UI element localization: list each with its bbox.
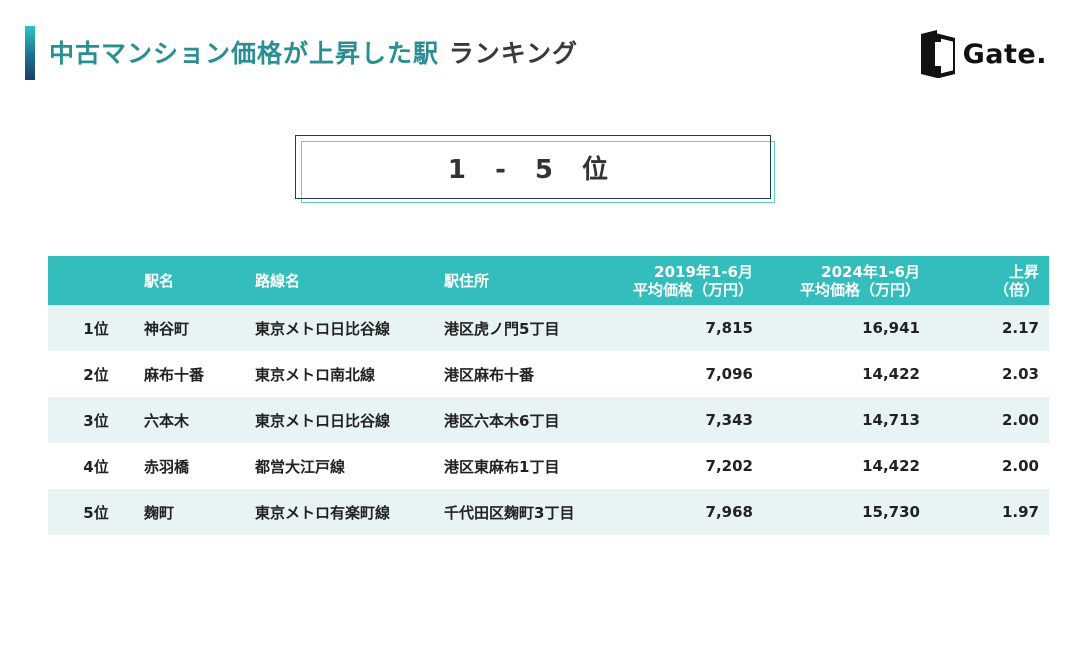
cell-station: 赤羽橋 [144, 443, 255, 489]
cell-rank: 4位 [48, 443, 144, 489]
cell-address: 港区麻布十番 [444, 351, 604, 397]
header-ratio-line1: 上昇 [1008, 262, 1039, 281]
header-price-2024: 2024年1-6月 平均価格（万円） [761, 256, 928, 305]
header-price-2024-line1: 2024年1-6月 [821, 262, 920, 281]
ranking-table: 駅名 路線名 駅住所 2019年1-6月 平均価格（万円） 2024年1-6月 … [48, 256, 1049, 535]
cell-line: 東京メトロ日比谷線 [255, 305, 444, 351]
header-station: 駅名 [144, 256, 255, 305]
cell-price-2024: 14,422 [761, 351, 928, 397]
cell-ratio: 2.17 [928, 305, 1049, 351]
cell-ratio: 2.00 [928, 443, 1049, 489]
cell-rank: 1位 [48, 305, 144, 351]
cell-station: 麹町 [144, 489, 255, 535]
cell-address: 港区東麻布1丁目 [444, 443, 604, 489]
cell-rank: 5位 [48, 489, 144, 535]
cell-ratio: 1.97 [928, 489, 1049, 535]
title-accent-bar [25, 26, 35, 80]
cell-rank: 3位 [48, 397, 144, 443]
cell-price-2019: 7,343 [604, 397, 761, 443]
cell-address: 港区虎ノ門5丁目 [444, 305, 604, 351]
cell-price-2019: 7,968 [604, 489, 761, 535]
header-line: 路線名 [255, 256, 444, 305]
header-ratio-line2: （倍） [993, 280, 1039, 299]
header-price-2024-line2: 平均価格（万円） [799, 280, 920, 299]
page-title-accent: 中古マンション価格が上昇した駅 [49, 39, 440, 68]
cell-ratio: 2.00 [928, 397, 1049, 443]
rank-range-label: 1 - 5 位 [447, 154, 619, 185]
cell-station: 六本木 [144, 397, 255, 443]
cell-price-2024: 14,422 [761, 443, 928, 489]
cell-price-2024: 16,941 [761, 305, 928, 351]
cell-line: 東京メトロ日比谷線 [255, 397, 444, 443]
gate-logo-icon [920, 30, 955, 78]
rank-range-box: 1 - 5 位 [295, 135, 771, 199]
rank-box-shadow [301, 141, 775, 203]
table-row: 4位 赤羽橋 都営大江戸線 港区東麻布1丁目 7,202 14,422 2.00 [48, 443, 1049, 489]
cell-address: 千代田区麹町3丁目 [444, 489, 604, 535]
header-price-2019-line1: 2019年1-6月 [654, 262, 753, 281]
cell-price-2019: 7,815 [604, 305, 761, 351]
cell-line: 東京メトロ有楽町線 [255, 489, 444, 535]
logo-text: Gate. [962, 38, 1047, 70]
cell-station: 神谷町 [144, 305, 255, 351]
header-ratio: 上昇 （倍） [928, 256, 1049, 305]
brand-logo: Gate. [920, 30, 1047, 78]
header-rank [48, 256, 144, 305]
header-price-2019: 2019年1-6月 平均価格（万円） [604, 256, 761, 305]
cell-price-2019: 7,096 [604, 351, 761, 397]
table-header-row: 駅名 路線名 駅住所 2019年1-6月 平均価格（万円） 2024年1-6月 … [48, 256, 1049, 305]
cell-address: 港区六本木6丁目 [444, 397, 604, 443]
page-title: 中古マンション価格が上昇した駅 ランキング [49, 34, 578, 74]
cell-line: 都営大江戸線 [255, 443, 444, 489]
page-title-rest: ランキング [448, 39, 578, 68]
header-price-2019-line2: 平均価格（万円） [632, 280, 753, 299]
cell-ratio: 2.03 [928, 351, 1049, 397]
cell-price-2024: 15,730 [761, 489, 928, 535]
table-row: 3位 六本木 東京メトロ日比谷線 港区六本木6丁目 7,343 14,713 2… [48, 397, 1049, 443]
table-row: 1位 神谷町 東京メトロ日比谷線 港区虎ノ門5丁目 7,815 16,941 2… [48, 305, 1049, 351]
table-row: 5位 麹町 東京メトロ有楽町線 千代田区麹町3丁目 7,968 15,730 1… [48, 489, 1049, 535]
header-address: 駅住所 [444, 256, 604, 305]
cell-line: 東京メトロ南北線 [255, 351, 444, 397]
cell-rank: 2位 [48, 351, 144, 397]
cell-price-2024: 14,713 [761, 397, 928, 443]
cell-station: 麻布十番 [144, 351, 255, 397]
cell-price-2019: 7,202 [604, 443, 761, 489]
table-row: 2位 麻布十番 東京メトロ南北線 港区麻布十番 7,096 14,422 2.0… [48, 351, 1049, 397]
